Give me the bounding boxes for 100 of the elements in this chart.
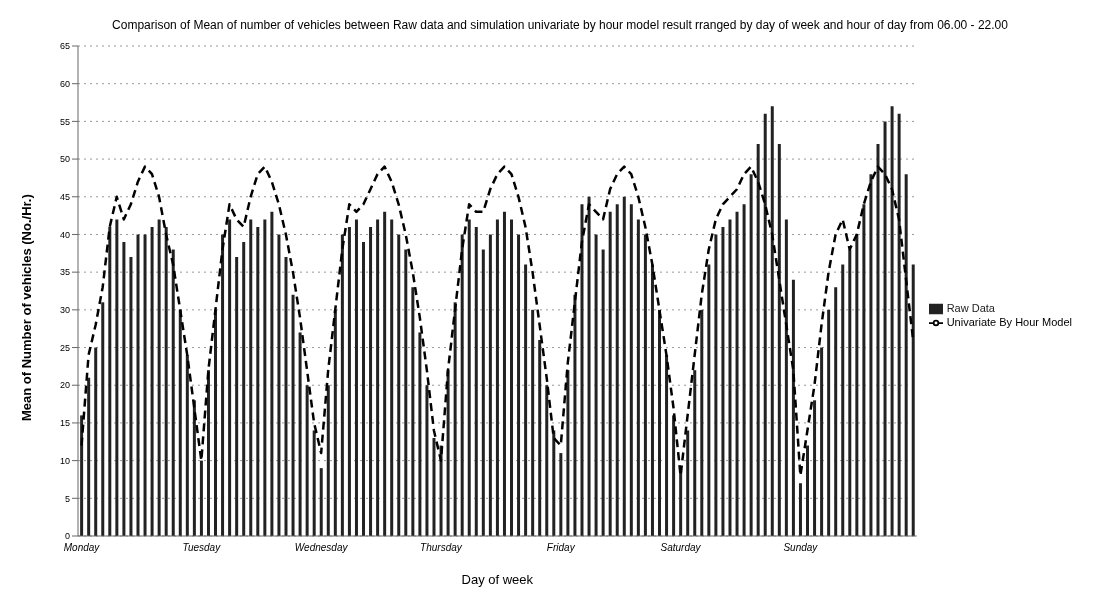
bar (362, 242, 366, 536)
y-tick-label: 45 (59, 191, 70, 202)
y-tick-label: 25 (59, 342, 70, 353)
bar (143, 234, 147, 536)
bar (742, 204, 746, 536)
bar (157, 219, 161, 536)
bar (291, 294, 295, 536)
bar (806, 445, 810, 536)
bar (672, 415, 676, 536)
bar (192, 400, 196, 536)
bar (784, 219, 788, 536)
bar (594, 234, 598, 536)
bar (369, 226, 373, 536)
bar (376, 219, 380, 536)
x-tick-label: Thursday (420, 542, 463, 554)
bar (763, 113, 767, 536)
bar (425, 385, 429, 536)
bar (312, 430, 316, 536)
bar (228, 219, 232, 536)
bar (164, 226, 168, 536)
bar (580, 204, 584, 536)
bar (326, 385, 330, 536)
bar (256, 226, 260, 536)
bar (622, 196, 626, 536)
bar (171, 249, 175, 536)
bar (813, 400, 817, 536)
bar (185, 355, 189, 536)
bar (277, 234, 281, 536)
bar (848, 249, 852, 536)
bar (354, 219, 358, 536)
bar (305, 385, 309, 536)
bar (749, 174, 753, 536)
legend-label: Univariate By Hour Model (946, 316, 1072, 328)
bar (538, 340, 542, 536)
bar (629, 204, 633, 536)
bar (545, 385, 549, 536)
bar (869, 174, 873, 536)
bar (855, 234, 859, 536)
bar (700, 309, 704, 536)
bar (791, 279, 795, 536)
bar (658, 309, 662, 536)
bar (453, 302, 457, 536)
bar (650, 264, 654, 536)
bar (770, 106, 774, 536)
bar (827, 309, 831, 536)
y-tick-label: 35 (59, 267, 70, 278)
bar (559, 453, 563, 536)
bar (333, 309, 337, 536)
bar (242, 242, 246, 536)
x-tick-label: Friday (546, 542, 576, 554)
bar (693, 370, 697, 536)
bar (221, 234, 225, 536)
bar (721, 226, 725, 536)
bar (101, 302, 105, 536)
bar (820, 347, 824, 536)
line-series (80, 165, 915, 477)
y-tick-label: 50 (59, 154, 70, 165)
bar (383, 211, 387, 536)
bar (319, 468, 323, 536)
bar (735, 211, 739, 536)
bar (876, 144, 880, 536)
bar (488, 234, 492, 536)
bar (347, 226, 351, 536)
bar (728, 219, 732, 536)
bar (474, 226, 478, 536)
bar (587, 196, 591, 536)
bar (87, 377, 91, 536)
bar (601, 249, 605, 536)
bar (707, 264, 711, 536)
bar (199, 460, 203, 536)
bar (524, 264, 528, 536)
bar (390, 219, 394, 536)
bar (263, 219, 267, 536)
bar (214, 309, 218, 536)
bar (80, 415, 84, 536)
bar (270, 211, 274, 536)
bar (115, 219, 119, 536)
x-axis-title: Day of week (461, 572, 534, 587)
x-tick-label: Sunday (783, 542, 819, 554)
bar (756, 144, 760, 536)
bar (502, 211, 506, 536)
bar (446, 370, 450, 536)
y-tick-label: 20 (59, 380, 70, 391)
bar (467, 219, 471, 536)
bar (890, 106, 894, 536)
y-tick-label: 5 (64, 493, 70, 504)
bar (552, 430, 556, 536)
bar (517, 234, 521, 536)
bar (122, 242, 126, 536)
bar (495, 219, 499, 536)
x-tick-label: Saturday (660, 542, 702, 554)
bar (150, 226, 154, 536)
bar (432, 438, 436, 536)
bar (643, 234, 647, 536)
bar (636, 219, 640, 536)
y-tick-label: 65 (59, 41, 70, 52)
bar (566, 370, 570, 536)
bar (404, 249, 408, 536)
bar (510, 219, 514, 536)
bar (481, 249, 485, 536)
